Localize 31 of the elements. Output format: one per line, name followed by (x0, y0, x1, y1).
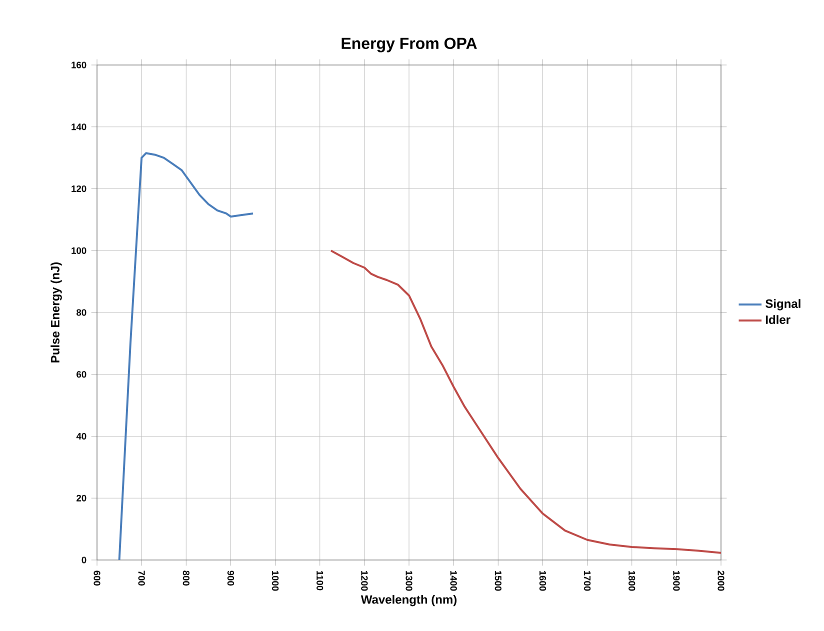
y-tick-label: 20 (76, 494, 86, 502)
x-axis-title: Wavelength (nm) (360, 594, 457, 606)
y-tick-label: 140 (72, 124, 86, 130)
x-tick-label: 800 (182, 570, 190, 586)
legend-label: Signal (766, 299, 800, 310)
x-tick-label: 700 (138, 570, 145, 586)
line-series (118, 152, 254, 560)
x-tick-label: 1200 (361, 570, 368, 591)
y-tick-label: 60 (76, 371, 86, 378)
x-tick-label: 1900 (673, 570, 680, 591)
x-tick-label: 1400 (450, 570, 457, 591)
x-tick-label: 2000 (718, 570, 724, 591)
y-tick-label: 0 (82, 556, 86, 564)
y-tick-label: 100 (72, 247, 86, 254)
y-tick-label: 80 (76, 309, 86, 316)
y-axis-title: Pulse Energy (nJ) (50, 262, 62, 362)
x-tick-label: 1300 (406, 570, 412, 591)
y-tick-label: 40 (76, 432, 86, 440)
line-series (330, 250, 721, 554)
y-tick-label: 120 (72, 185, 86, 192)
chart-title: Energy From OPA (342, 38, 477, 52)
x-tick-label: 1600 (539, 570, 546, 591)
x-tick-label: 1700 (584, 570, 591, 591)
y-tick-label: 160 (72, 62, 86, 68)
x-tick-label: 1800 (628, 570, 636, 591)
x-tick-label: 1000 (272, 570, 279, 591)
legend-label: Idler (766, 315, 790, 324)
x-tick-label: 1500 (494, 570, 502, 591)
x-tick-label: 600 (94, 570, 100, 586)
x-tick-label: 1100 (316, 570, 324, 590)
x-tick-label: 900 (227, 570, 234, 586)
